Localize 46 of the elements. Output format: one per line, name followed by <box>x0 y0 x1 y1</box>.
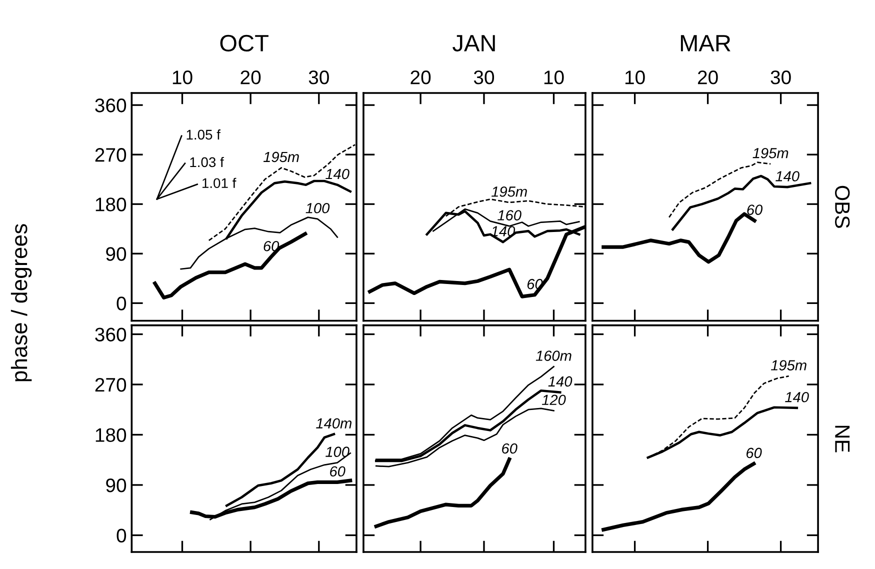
x-tick-label: 10 <box>172 70 192 84</box>
x-tick-label: 10 <box>544 70 564 84</box>
annotation: 100 <box>306 202 330 214</box>
annotation: 60 <box>502 443 518 454</box>
x-tick-label: 10 <box>625 70 645 84</box>
series-label: 1.01 f <box>202 178 236 188</box>
annotation: 60 <box>330 466 346 477</box>
x-tick-label: 20 <box>240 70 261 84</box>
chart-title: OCT <box>220 34 268 52</box>
series-label: 1.03 f <box>190 156 224 168</box>
x-tick-label: 30 <box>770 70 791 84</box>
annotation: 195m <box>770 360 806 370</box>
annotation: 100 <box>326 446 350 457</box>
y-tick-label: 90 <box>106 247 126 261</box>
chart-title: MAR <box>680 35 730 52</box>
x-tick-label: 20 <box>410 70 431 84</box>
annotation: 60 <box>746 448 762 458</box>
y-tick-label: 180 <box>96 428 126 442</box>
annotation: 140 <box>776 171 800 182</box>
annotation: 195m <box>491 186 527 197</box>
y-tick-label: 360 <box>95 98 126 112</box>
y-tick-label: 0 <box>116 296 126 310</box>
x-tick-label: 30 <box>474 70 494 84</box>
annotation: 60 <box>747 204 763 215</box>
annotation: 195m <box>752 148 788 158</box>
annotation: 120 <box>542 394 566 406</box>
x-tick-label: 20 <box>698 70 718 84</box>
annotation: 160 <box>498 210 522 220</box>
y-tick-label: 270 <box>95 378 126 392</box>
y-tick-label: 90 <box>106 478 126 492</box>
annotation: 140m <box>316 418 352 429</box>
y-tick-label: 180 <box>96 198 126 212</box>
y-tick-label: 360 <box>95 328 126 342</box>
annotation: 140 <box>785 392 809 402</box>
annotation: 140 <box>548 376 572 387</box>
y2-axis-title: NE <box>835 426 850 452</box>
y2-axis-title: OBS <box>835 186 850 228</box>
chart-title: JAN <box>452 35 495 52</box>
x-tick-label: 30 <box>308 70 329 84</box>
annotation: 140 <box>326 168 350 180</box>
y-axis-title: phase / degrees <box>10 224 32 382</box>
y-tick-label: 0 <box>116 528 126 542</box>
y-tick-label: 270 <box>95 148 126 162</box>
series-label: 1.05 f <box>186 129 220 140</box>
annotation: 195m <box>263 152 299 162</box>
annotation: 160m <box>536 350 572 361</box>
